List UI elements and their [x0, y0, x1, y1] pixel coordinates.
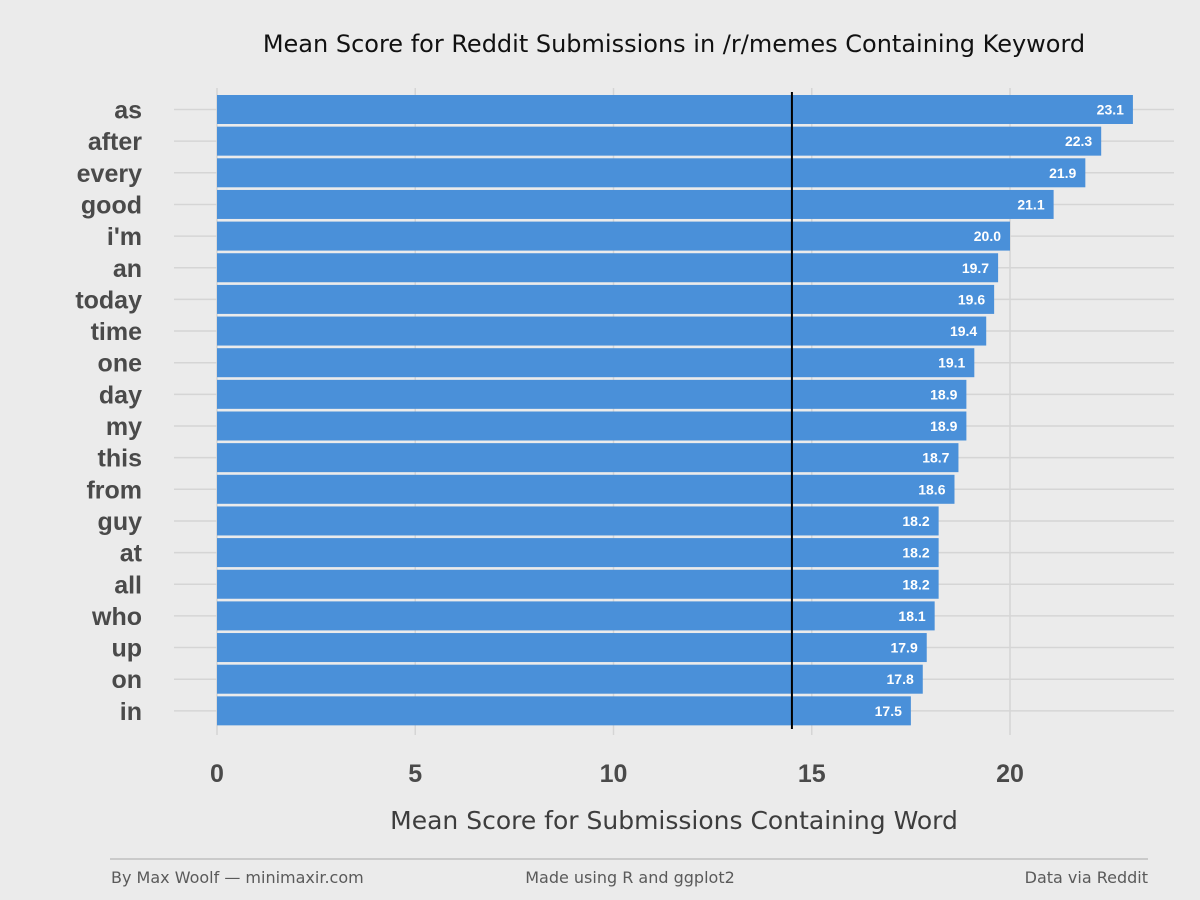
x-ticks-layer: 0 5 10 15 20	[210, 760, 1024, 788]
bar	[217, 569, 939, 599]
x-axis-label: Mean Score for Submissions Containing Wo…	[390, 806, 958, 835]
value-label: 19.7	[962, 260, 989, 276]
category-label: guy	[98, 508, 143, 536]
bar	[217, 538, 939, 568]
x-tick-label: 0	[210, 760, 224, 788]
bar	[217, 696, 911, 726]
category-labels-layer: as after every good i'm an today time one day my th…	[75, 97, 142, 726]
value-labels-layer: 23.1 22.3 21.9 21.1 20.0 19.7 19.6 19.4 19.1 18.9…	[875, 102, 1125, 719]
category-label: at	[120, 540, 143, 568]
category-label: from	[86, 476, 142, 504]
bar	[217, 633, 927, 663]
value-label: 18.2	[902, 513, 929, 529]
bar	[217, 95, 1133, 124]
bar	[217, 506, 939, 536]
bar	[217, 348, 975, 378]
category-label: time	[91, 318, 143, 346]
value-label: 17.5	[875, 703, 902, 719]
footer-author: By Max Woolf — minimaxir.com	[111, 868, 364, 887]
bar	[217, 253, 999, 283]
value-label: 23.1	[1097, 102, 1124, 118]
chart-title: Mean Score for Reddit Submissions in /r/…	[263, 30, 1085, 58]
value-label: 19.1	[938, 355, 965, 371]
x-tick-label: 10	[600, 760, 628, 788]
value-label: 20.0	[974, 228, 1001, 244]
value-label: 18.7	[922, 450, 949, 466]
category-label: all	[114, 571, 142, 599]
footer-tool: Made using R and ggplot2	[525, 868, 735, 887]
footer-source: Data via Reddit	[1025, 868, 1148, 887]
bar	[217, 411, 967, 441]
value-label: 18.1	[898, 608, 925, 624]
category-label: after	[88, 128, 142, 156]
bar	[217, 664, 923, 694]
value-label: 19.4	[950, 323, 977, 339]
value-label: 22.3	[1065, 133, 1092, 149]
bar	[217, 126, 1102, 156]
value-label: 17.9	[890, 640, 917, 656]
value-label: 18.9	[930, 386, 957, 402]
value-label: 21.1	[1017, 196, 1044, 212]
bars-layer	[217, 95, 1133, 726]
category-label: on	[111, 666, 142, 694]
x-tick-label: 20	[996, 760, 1024, 788]
bar	[217, 158, 1086, 188]
value-label: 18.9	[930, 418, 957, 434]
bar	[217, 284, 995, 314]
value-label: 18.2	[902, 576, 929, 592]
x-tick-label: 15	[798, 760, 826, 788]
category-label: as	[114, 97, 142, 125]
value-label: 18.2	[902, 545, 929, 561]
value-label: 17.8	[887, 671, 914, 687]
category-label: one	[98, 350, 143, 378]
category-label: good	[81, 191, 142, 219]
category-label: up	[111, 635, 142, 663]
category-label: this	[98, 445, 142, 473]
bar	[217, 316, 987, 346]
category-label: every	[77, 160, 142, 188]
category-label: in	[120, 698, 142, 726]
value-label: 19.6	[958, 291, 985, 307]
category-label: my	[106, 413, 142, 441]
bar	[217, 379, 967, 409]
bar	[217, 474, 955, 504]
value-label: 21.9	[1049, 165, 1076, 181]
bar	[217, 601, 935, 631]
category-label: i'm	[107, 223, 142, 251]
x-tick-label: 5	[408, 760, 422, 788]
category-label: who	[91, 603, 142, 631]
category-label: an	[113, 255, 142, 283]
bar	[217, 443, 959, 473]
category-label: day	[99, 381, 142, 409]
category-label: today	[75, 286, 142, 314]
value-label: 18.6	[918, 481, 945, 497]
bar	[217, 189, 1054, 219]
bar	[217, 221, 1010, 251]
